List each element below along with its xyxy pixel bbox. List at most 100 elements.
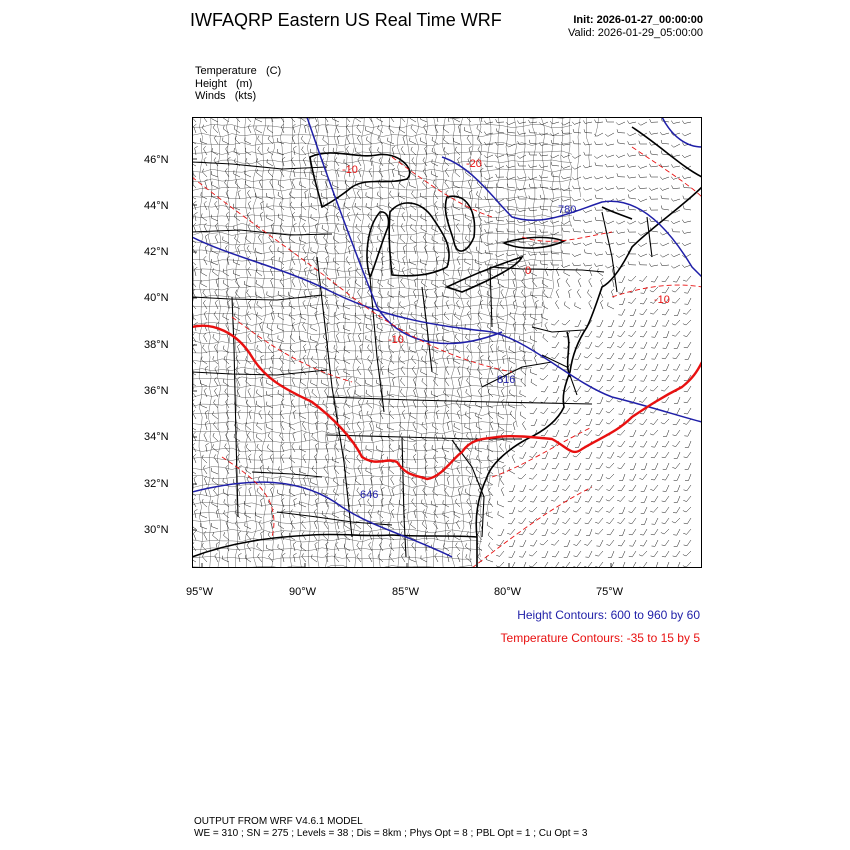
wind-barb xyxy=(233,125,241,134)
wind-barb xyxy=(343,346,351,354)
wind-barb xyxy=(376,423,384,431)
wind-barb xyxy=(347,211,351,222)
wind-barb xyxy=(213,487,219,497)
wind-barb xyxy=(203,256,208,266)
wind-barb xyxy=(257,234,263,244)
wind-barb xyxy=(528,119,538,124)
wind-barb xyxy=(596,539,604,547)
wind-barb xyxy=(662,462,670,470)
wind-barb xyxy=(267,432,274,442)
wind-barb xyxy=(413,509,417,519)
wind-barb xyxy=(617,484,626,492)
wind-barb xyxy=(562,561,571,568)
wind-barb xyxy=(215,278,219,288)
wind-barb xyxy=(506,252,516,257)
wind-barb xyxy=(574,429,582,437)
wind-barb xyxy=(519,411,527,420)
wind-barb xyxy=(455,322,461,332)
wind-barb xyxy=(420,555,428,563)
map-border xyxy=(192,117,702,568)
wind-barb xyxy=(336,267,340,277)
wind-barb xyxy=(387,291,395,299)
wind-barb xyxy=(638,185,648,189)
wind-barb xyxy=(606,517,615,524)
wind-barb xyxy=(267,344,274,354)
wind-barb xyxy=(540,495,549,503)
wind-barb xyxy=(617,539,626,547)
wind-barb xyxy=(541,506,549,514)
wind-barb xyxy=(681,132,692,137)
wind-barb xyxy=(310,335,318,343)
wind-barb xyxy=(270,486,274,497)
wind-barb xyxy=(302,245,307,255)
wind-barb xyxy=(535,300,539,310)
wind-barb xyxy=(314,519,318,530)
wind-barb xyxy=(445,344,450,354)
wind-barb xyxy=(277,191,285,200)
wind-barb xyxy=(583,164,593,169)
wind-barb xyxy=(627,261,637,266)
wind-barb xyxy=(444,454,450,464)
wind-barb xyxy=(335,366,340,376)
wind-barb xyxy=(445,168,450,178)
wind-barb xyxy=(443,257,450,266)
wind-barb xyxy=(509,389,516,398)
wind-barb xyxy=(409,533,417,541)
wind-barb xyxy=(376,323,384,332)
wind-barb xyxy=(468,146,472,156)
wind-barb xyxy=(233,170,241,178)
wind-barb xyxy=(583,262,593,267)
wind-barb xyxy=(247,432,252,442)
wind-barb xyxy=(267,147,274,156)
wind-barb xyxy=(315,498,319,508)
wind-barb xyxy=(661,385,670,392)
wind-barb xyxy=(357,234,362,244)
wind-barb xyxy=(292,211,296,222)
wind-barb xyxy=(607,330,615,338)
wind-barb xyxy=(616,429,626,436)
wind-barb xyxy=(517,141,527,145)
wind-barb xyxy=(422,157,428,167)
wind-barb xyxy=(222,236,230,244)
wind-barb xyxy=(584,429,593,436)
wind-barb xyxy=(420,117,428,123)
wind-barb xyxy=(325,497,329,508)
wind-barb xyxy=(244,180,252,189)
wind-barb xyxy=(245,443,252,453)
wind-barb xyxy=(627,120,637,124)
wind-barb xyxy=(573,363,582,371)
wind-barb xyxy=(336,167,340,178)
wind-barb xyxy=(224,179,230,189)
wind-barb xyxy=(302,300,307,310)
wind-barb xyxy=(607,550,615,558)
wind-barb xyxy=(453,137,461,145)
wind-barb xyxy=(628,341,637,349)
wind-barb xyxy=(204,366,209,376)
wind-barb xyxy=(563,462,571,470)
wind-barb xyxy=(661,374,670,382)
wind-barb xyxy=(203,300,208,310)
weather-map: 780 816 646 -20 -10 -10 -10 0 xyxy=(192,117,702,568)
wind-barb xyxy=(497,528,505,536)
wind-barb xyxy=(277,324,285,332)
wind-barb xyxy=(582,198,593,202)
wind-barb xyxy=(398,125,406,134)
wind-barb xyxy=(476,466,483,475)
wind-barb xyxy=(457,267,461,277)
wind-barb xyxy=(483,242,494,246)
wind-barb xyxy=(431,225,439,233)
wind-barb xyxy=(325,211,329,222)
wind-barb xyxy=(649,163,659,168)
wind-barb xyxy=(560,187,571,192)
wind-barb xyxy=(389,355,395,365)
wind-barb xyxy=(246,399,252,409)
wind-barb xyxy=(542,333,549,343)
wind-barb xyxy=(233,302,241,310)
wind-barb xyxy=(277,335,285,343)
wind-barb xyxy=(650,506,659,513)
wind-barb xyxy=(467,311,472,321)
wind-barb xyxy=(392,311,396,321)
wind-barb xyxy=(356,421,362,431)
wind-barb xyxy=(378,399,384,409)
wind-barb xyxy=(236,443,241,453)
